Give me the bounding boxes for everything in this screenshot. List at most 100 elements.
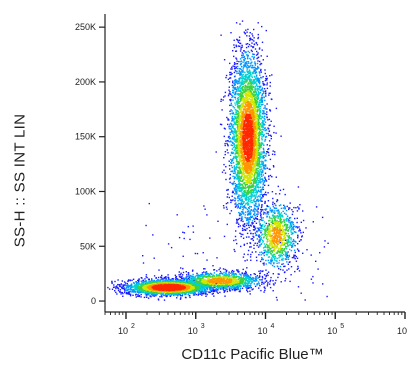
event-dot xyxy=(226,274,229,276)
event-dot xyxy=(138,288,140,290)
event-dot xyxy=(116,293,118,295)
event-dot xyxy=(254,228,256,230)
event-dot xyxy=(257,175,260,178)
event-dot xyxy=(241,71,244,73)
event-dot xyxy=(285,252,287,254)
event-dot xyxy=(196,274,198,277)
event-dot xyxy=(242,256,245,258)
event-dot xyxy=(263,110,265,112)
event-dot xyxy=(244,185,247,187)
event-dot xyxy=(239,184,241,186)
event-dot xyxy=(260,166,263,168)
event-dot xyxy=(277,215,279,218)
event-dot xyxy=(260,69,262,72)
event-dot xyxy=(291,227,294,229)
event-dot xyxy=(254,78,256,81)
event-dot xyxy=(259,235,262,237)
event-dot xyxy=(111,288,114,290)
event-dot xyxy=(209,286,211,289)
event-dot xyxy=(272,205,274,207)
event-dot xyxy=(258,85,260,87)
event-dot xyxy=(231,271,233,273)
event-dot xyxy=(192,279,194,281)
event-dot xyxy=(149,291,151,294)
event-dot xyxy=(229,74,231,76)
event-dot xyxy=(238,217,241,220)
event-dot xyxy=(115,287,117,290)
event-dot xyxy=(256,205,258,208)
event-dot xyxy=(239,63,242,66)
event-dot xyxy=(150,294,152,296)
event-dot xyxy=(251,251,253,253)
event-dot xyxy=(262,224,264,226)
event-dot xyxy=(245,202,247,205)
event-dot xyxy=(180,267,182,269)
event-dot xyxy=(235,117,238,120)
event-dot xyxy=(257,149,260,152)
event-dot xyxy=(255,184,257,187)
event-dot xyxy=(201,290,203,292)
event-dot xyxy=(247,279,249,282)
event-dot xyxy=(239,168,241,171)
event-dot xyxy=(264,104,266,107)
event-dot xyxy=(188,280,190,283)
event-dot xyxy=(241,44,243,47)
event-dot xyxy=(243,75,245,78)
event-dot xyxy=(298,208,300,210)
event-dot xyxy=(260,232,262,234)
event-dot xyxy=(236,90,238,92)
event-dot xyxy=(291,240,294,243)
event-dot xyxy=(239,289,241,291)
event-dot xyxy=(269,75,271,77)
event-dot xyxy=(278,273,280,275)
event-dot xyxy=(247,287,249,289)
event-dot xyxy=(229,91,231,93)
event-dot xyxy=(261,49,263,51)
event-dot xyxy=(279,215,281,217)
event-dot xyxy=(234,235,237,238)
event-dot xyxy=(263,291,265,293)
event-dot xyxy=(257,208,259,210)
event-dot xyxy=(268,168,270,170)
event-dot xyxy=(239,177,241,180)
event-dot xyxy=(259,105,262,108)
event-dot xyxy=(233,180,235,183)
event-dot xyxy=(217,275,219,277)
event-dot xyxy=(240,180,242,182)
event-dot xyxy=(270,137,272,140)
event-dot xyxy=(184,296,187,299)
event-dot xyxy=(300,239,302,241)
event-dot xyxy=(242,224,244,226)
event-dot xyxy=(257,162,259,165)
event-dot xyxy=(216,285,219,287)
event-dot xyxy=(292,243,294,245)
event-dot xyxy=(257,124,259,126)
event-dot xyxy=(239,23,241,25)
event-dot xyxy=(254,177,256,179)
event-dot xyxy=(219,267,221,269)
event-dot xyxy=(249,83,251,85)
event-dot xyxy=(225,206,228,208)
event-dot xyxy=(231,152,233,154)
event-dot xyxy=(241,217,243,219)
event-dot xyxy=(194,285,197,288)
event-dot xyxy=(230,287,232,290)
event-dot xyxy=(120,283,122,285)
event-dot xyxy=(271,264,274,267)
event-dot xyxy=(219,270,222,273)
event-dot xyxy=(223,59,226,61)
event-dot xyxy=(235,130,237,132)
event-dot xyxy=(255,222,258,224)
event-dot xyxy=(151,281,153,283)
event-dot xyxy=(238,195,240,197)
event-dot xyxy=(232,287,235,289)
event-dot xyxy=(235,90,238,92)
event-dot xyxy=(148,292,150,294)
event-dot xyxy=(246,68,248,71)
event-dot xyxy=(269,219,271,222)
event-dot xyxy=(255,96,258,98)
event-dot xyxy=(147,291,149,293)
event-dot xyxy=(251,82,254,85)
event-dot xyxy=(285,277,287,280)
event-dot xyxy=(193,294,196,296)
